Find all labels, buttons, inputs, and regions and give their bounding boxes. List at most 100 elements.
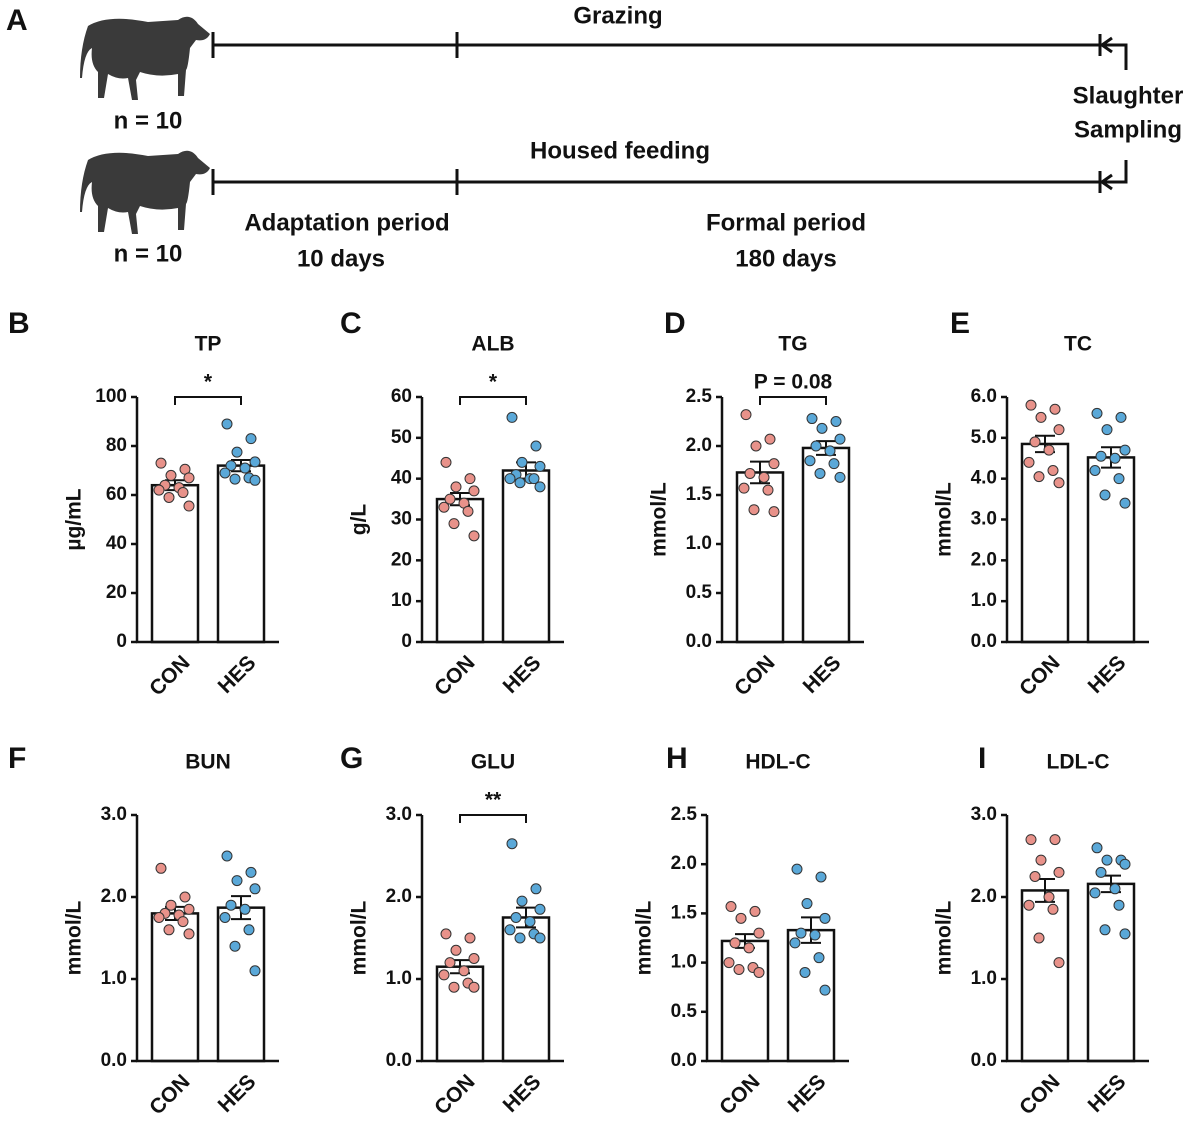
- period-length: 180 days: [735, 245, 836, 272]
- data-point: [789, 937, 801, 949]
- y-tick-label: 0.0: [671, 1050, 697, 1071]
- data-point: [462, 505, 474, 517]
- data-point: [1099, 924, 1111, 936]
- y-axis-label: µg/mL: [63, 488, 86, 550]
- data-point: [740, 409, 752, 421]
- chart-title: GLU: [471, 751, 515, 774]
- panel-letter: B: [8, 307, 30, 340]
- data-point: [1033, 471, 1045, 483]
- data-point: [245, 433, 257, 445]
- data-point: [768, 458, 780, 470]
- chart-panel: E TC mmol/L 0.0 1.0 2.0 3.0 4.0 5.0 6.0 CON HES: [933, 307, 1149, 700]
- x-tick-label: HES: [214, 651, 261, 698]
- end-label: Slaughter: [1073, 82, 1184, 109]
- data-point: [830, 416, 842, 427]
- data-point: [534, 903, 546, 915]
- data-point: [725, 901, 737, 913]
- x-tick-label: CON: [715, 1070, 764, 1119]
- data-point: [743, 942, 755, 954]
- bar: [1086, 882, 1136, 1063]
- data-point: [1033, 932, 1045, 944]
- y-tick-label: 2.5: [671, 804, 698, 825]
- data-point: [1029, 436, 1041, 448]
- panel-letter: C: [340, 307, 362, 340]
- data-point: [753, 966, 765, 978]
- data-point: [824, 445, 836, 457]
- significance-label: *: [204, 371, 213, 394]
- data-point: [804, 455, 816, 467]
- data-point: [534, 481, 546, 493]
- data-point: [464, 473, 476, 485]
- data-point: [1043, 891, 1055, 903]
- data-point: [524, 916, 536, 928]
- x-tick-label: CON: [1015, 1070, 1064, 1119]
- y-tick-label: 0.0: [971, 631, 997, 652]
- data-point: [1091, 842, 1103, 854]
- y-tick-label: 0: [401, 631, 412, 652]
- data-point: [819, 912, 831, 924]
- data-point: [1109, 883, 1121, 895]
- cow-icon: [80, 16, 210, 100]
- data-point: [1049, 403, 1061, 415]
- bar: [216, 464, 266, 644]
- data-point: [510, 912, 522, 923]
- data-point: [729, 937, 741, 949]
- data-point: [450, 944, 462, 956]
- data-point: [795, 927, 807, 939]
- data-point: [468, 530, 480, 542]
- data-point: [1095, 866, 1107, 878]
- data-point: [225, 899, 237, 911]
- data-point: [762, 484, 774, 496]
- x-tick-label: CON: [730, 651, 779, 700]
- data-point: [504, 924, 516, 936]
- data-point: [1089, 887, 1101, 899]
- period-name: Formal period: [706, 209, 866, 236]
- chart-panel: I LDL-C mmol/L 0.0 1.0 2.0 3.0 CON HES: [933, 742, 1149, 1119]
- bar: [501, 469, 551, 644]
- data-point: [809, 929, 821, 941]
- data-point: [723, 957, 735, 969]
- y-tick-label: 1.0: [686, 533, 712, 554]
- chart-panel: F BUN mmol/L 0.0 1.0 2.0 3.0 CON HES: [8, 742, 279, 1119]
- y-tick-label: 1.5: [686, 484, 713, 505]
- data-point: [450, 481, 462, 493]
- y-tick-label: 0.0: [686, 631, 712, 652]
- y-axis-label: mmol/L: [63, 900, 86, 975]
- data-point: [219, 467, 231, 479]
- data-point: [440, 456, 452, 468]
- data-point: [468, 981, 480, 993]
- significance-label: **: [485, 789, 502, 812]
- data-point: [221, 850, 233, 862]
- data-point: [1053, 957, 1065, 969]
- data-point: [1035, 854, 1047, 866]
- data-point: [163, 491, 175, 503]
- data-point: [249, 883, 261, 895]
- significance-label: *: [489, 371, 498, 394]
- data-point: [229, 473, 241, 485]
- significance-bracket: [459, 814, 527, 823]
- data-point: [177, 916, 189, 928]
- bar: [1086, 456, 1136, 644]
- y-tick-label: 1.0: [971, 968, 997, 989]
- x-tick-label: HES: [799, 651, 846, 698]
- data-point: [768, 506, 780, 518]
- y-axis-label: mmol/L: [633, 900, 656, 975]
- data-point: [813, 952, 825, 964]
- data-point: [528, 473, 540, 485]
- data-point: [806, 413, 818, 425]
- data-point: [750, 440, 762, 452]
- bar: [435, 965, 485, 1063]
- data-point: [468, 485, 480, 497]
- x-tick-label: HES: [499, 1070, 546, 1117]
- data-point: [504, 473, 516, 485]
- significance-bracket: [459, 396, 527, 405]
- chart-title: ALB: [471, 333, 514, 356]
- y-tick-label: 50: [391, 427, 412, 448]
- panel-letter: G: [340, 742, 363, 775]
- data-point: [1043, 444, 1055, 456]
- data-point: [834, 433, 846, 445]
- data-point: [249, 456, 261, 468]
- panel-letter: A: [6, 4, 28, 37]
- y-tick-label: 2.0: [686, 435, 712, 456]
- data-point: [753, 927, 765, 939]
